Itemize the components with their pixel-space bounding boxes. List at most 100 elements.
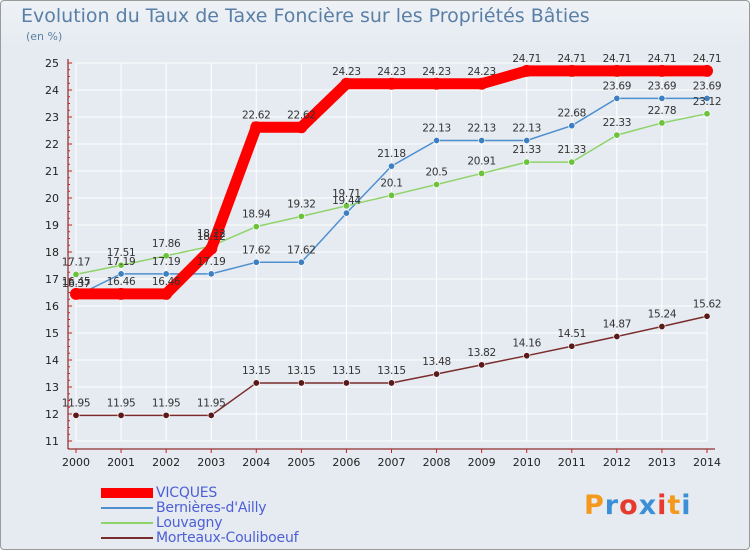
data-point: [565, 64, 578, 77]
data-point: [72, 270, 80, 278]
data-label: 14.51: [558, 328, 587, 340]
data-point: [703, 110, 711, 118]
data-labels: 16.45 16.46 16.46 18.12 22.62 22.62 24.23 24.23…: [62, 53, 722, 410]
legend-swatch: [101, 536, 153, 539]
data-label: 23.69: [603, 80, 632, 92]
data-label: 16.46: [107, 276, 136, 288]
data-label: 20.1: [380, 177, 402, 189]
data-label: 13.15: [377, 365, 406, 377]
data-point: [523, 352, 531, 360]
data-label: 24.23: [332, 66, 361, 78]
data-label: 18.12: [197, 231, 226, 243]
data-point: [655, 64, 668, 77]
data-point: [342, 202, 350, 210]
x-tick-label: 2013: [648, 456, 676, 469]
y-tick-label: 13: [45, 381, 59, 394]
data-point: [478, 136, 486, 144]
data-label: 13.48: [422, 356, 451, 368]
data-label: 22.13: [512, 122, 541, 134]
series-morteaux-couliboeuf: [72, 312, 711, 419]
data-point: [295, 121, 308, 134]
data-label: 24.71: [648, 53, 677, 65]
data-point: [387, 162, 395, 170]
data-label: 22.68: [558, 108, 587, 120]
data-label: 14.16: [512, 338, 541, 350]
data-point: [613, 131, 621, 139]
y-tick-label: 12: [45, 408, 59, 421]
data-label: 18.22: [197, 228, 226, 240]
y-tick-label: 22: [45, 138, 59, 151]
y-tick-label: 25: [45, 57, 59, 70]
data-point: [117, 261, 125, 269]
legend-swatch: [101, 506, 153, 509]
series-lines: [70, 64, 713, 419]
data-point: [475, 77, 488, 90]
legend-item: Morteaux-Couliboeuf: [101, 529, 299, 546]
y-tick-label: 23: [45, 111, 59, 124]
data-point: [72, 411, 80, 419]
data-label: 17.17: [62, 256, 91, 268]
data-label: 13.15: [287, 365, 316, 377]
data-point: [205, 242, 218, 255]
data-point: [162, 270, 170, 278]
data-point: [162, 411, 170, 419]
data-label: 17.62: [242, 244, 271, 256]
y-tick-label: 19: [45, 219, 59, 232]
data-point: [658, 323, 666, 331]
data-point: [433, 370, 441, 378]
data-label: 20.5: [425, 167, 447, 179]
legend-label: Louvagny: [156, 514, 223, 531]
logo-letter: r: [604, 490, 620, 521]
x-tick-label: 2003: [197, 456, 225, 469]
data-label: 22.13: [422, 122, 451, 134]
legend-label: VICQUES: [156, 484, 218, 501]
x-tick-label: 2014: [693, 456, 721, 469]
x-tick-label: 2012: [603, 456, 631, 469]
data-label: 23.12: [693, 96, 722, 108]
y-tick-label: 24: [45, 84, 59, 97]
data-label: 17.19: [152, 256, 181, 268]
data-label: 13.15: [332, 365, 361, 377]
data-label: 17.86: [152, 238, 181, 250]
data-point: [250, 121, 263, 134]
data-point: [433, 181, 441, 189]
legend-item: Bernières-d'Ailly: [101, 500, 298, 516]
data-label: 24.23: [422, 66, 451, 78]
data-label: 15.62: [693, 298, 722, 310]
data-point: [252, 379, 260, 387]
legend-label: Morteaux-Couliboeuf: [156, 529, 299, 546]
data-point: [252, 258, 260, 266]
data-label: 16.45: [62, 276, 91, 288]
data-label: 11.95: [197, 397, 226, 409]
legend-swatch: [101, 487, 153, 498]
data-point: [252, 223, 260, 231]
data-label: 24.23: [467, 66, 496, 78]
x-tick-label: 2009: [468, 456, 496, 469]
data-label: 15.24: [648, 309, 677, 321]
data-point: [387, 191, 395, 199]
y-tick-label: 20: [45, 192, 59, 205]
data-point: [115, 287, 128, 300]
data-label: 17.19: [197, 256, 226, 268]
x-tick-label: 2001: [107, 456, 135, 469]
data-point: [117, 411, 125, 419]
data-label: 24.71: [603, 53, 632, 65]
data-label: 19.44: [332, 195, 361, 207]
data-label: 11.95: [152, 397, 181, 409]
x-tick-label: 2006: [332, 456, 360, 469]
data-label: 22.13: [467, 122, 496, 134]
data-point: [207, 411, 215, 419]
data-label: 22.33: [603, 117, 632, 129]
data-point: [613, 94, 621, 102]
data-point: [342, 379, 350, 387]
series-vicques: [70, 64, 713, 300]
data-point: [433, 136, 441, 144]
legend-item: Louvagny: [101, 514, 298, 531]
chart-unit: (en %): [26, 30, 63, 43]
data-label: 14.87: [603, 319, 632, 331]
series-louvagny: [72, 110, 711, 278]
data-point: [613, 333, 621, 341]
data-label: 11.95: [107, 397, 136, 409]
data-label: 13.15: [242, 365, 271, 377]
